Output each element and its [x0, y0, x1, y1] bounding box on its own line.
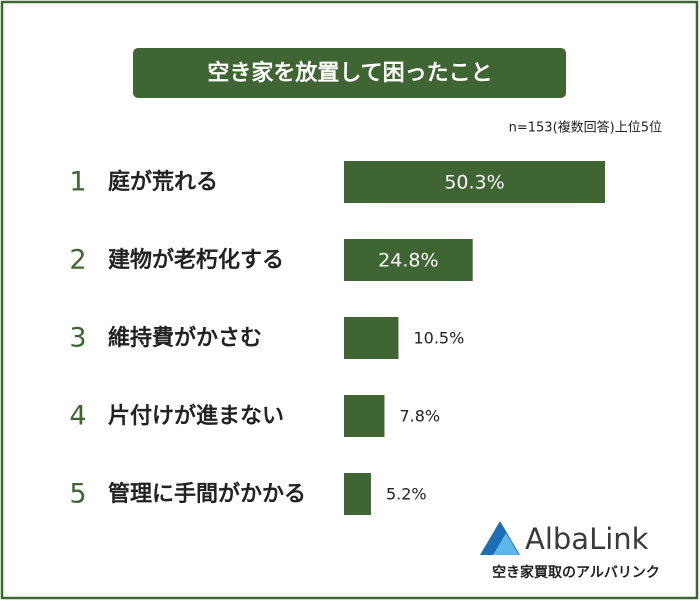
bar — [344, 239, 473, 281]
value-label: 5.2% — [386, 485, 427, 504]
category-label: 庭が荒れる — [108, 169, 218, 195]
category-label: 片付けが進まない — [108, 403, 284, 429]
value-label: 50.3% — [444, 172, 504, 194]
category-label: 維持費がかさむ — [108, 325, 262, 351]
rank: 3 — [69, 323, 86, 354]
title-box — [133, 48, 566, 98]
rank: 5 — [69, 479, 86, 510]
value-label: 10.5% — [413, 329, 464, 348]
rank: 4 — [69, 401, 86, 432]
rank: 2 — [69, 245, 86, 276]
chart-title: 空き家を放置して困ったこと — [207, 60, 492, 86]
bar — [344, 317, 399, 359]
value-label: 24.8% — [378, 250, 438, 272]
logo: AlbaLink 空き家買取のアルバリンク — [480, 521, 660, 581]
bar — [344, 395, 385, 437]
bar — [344, 473, 371, 515]
value-label: 7.8% — [399, 407, 440, 426]
logo-icon — [493, 533, 519, 555]
logo-tagline: 空き家買取のアルバリンク — [492, 564, 660, 581]
subtitle: n=153(複数回答)上位5位 — [509, 120, 662, 136]
logo-name: AlbaLink — [525, 522, 649, 556]
category-label: 管理に手間がかかる — [108, 481, 306, 507]
category-label: 建物が老朽化する — [108, 247, 284, 273]
rank: 1 — [69, 167, 86, 198]
bar — [344, 161, 605, 203]
